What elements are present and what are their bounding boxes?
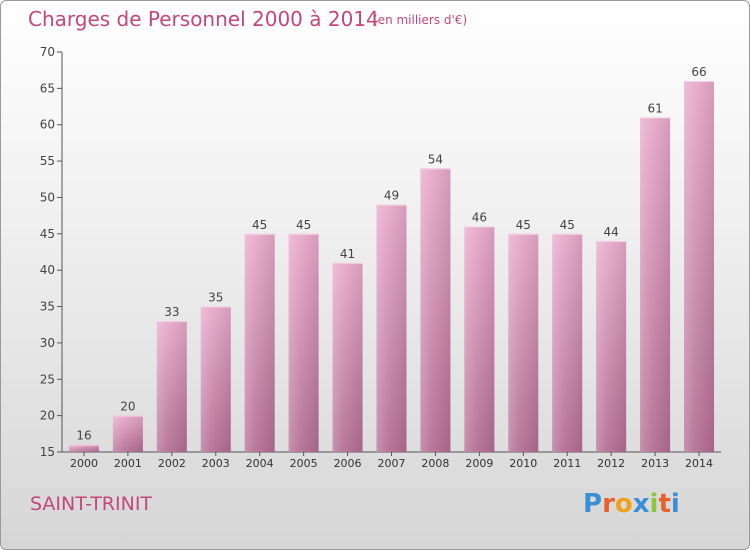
- bar-shine: [596, 241, 627, 452]
- y-tick-label: 55: [40, 154, 55, 168]
- x-tick-label: 2002: [158, 457, 186, 470]
- x-tick-label: 2006: [334, 457, 362, 470]
- x-tick-label: 2009: [465, 457, 493, 470]
- bar-shine: [156, 321, 187, 452]
- data-label: 46: [472, 211, 487, 225]
- x-tick-label: 2007: [378, 457, 406, 470]
- x-tick-label: 2001: [114, 457, 142, 470]
- logo-letter: o: [614, 489, 633, 519]
- data-label: 41: [340, 247, 355, 261]
- y-tick-label: 65: [40, 81, 55, 95]
- data-label: 45: [560, 218, 575, 232]
- x-tick-label: 2003: [202, 457, 230, 470]
- bar-shine: [508, 233, 539, 452]
- logo-letter: r: [602, 489, 615, 519]
- data-label: 66: [691, 65, 706, 79]
- bar-shine: [332, 262, 363, 452]
- y-tick-label: 60: [40, 118, 55, 132]
- y-tick-label: 25: [40, 372, 55, 386]
- bar-shine: [640, 117, 671, 453]
- data-label: 33: [164, 305, 179, 319]
- data-label: 45: [252, 218, 267, 232]
- data-label: 35: [208, 291, 223, 305]
- bar-shine: [464, 226, 495, 452]
- x-tick-label: 2013: [641, 457, 669, 470]
- bar-shine: [420, 168, 451, 452]
- x-tick-label: 2011: [553, 457, 581, 470]
- logo-letter: P: [583, 489, 603, 519]
- x-tick-label: 2000: [70, 457, 98, 470]
- x-tick-label: 2008: [421, 457, 449, 470]
- proxiti-logo[interactable]: Proxiti: [583, 489, 680, 519]
- bar-shine: [200, 306, 231, 452]
- y-tick-label: 45: [40, 227, 55, 241]
- x-tick-label: 2012: [597, 457, 625, 470]
- data-label: 61: [647, 101, 662, 115]
- chart-subtitle: (en milliers d'€): [373, 13, 468, 27]
- y-tick-label: 35: [40, 300, 55, 314]
- y-tick-label: 30: [40, 336, 55, 350]
- chart-title: Charges de Personnel 2000 à 2014: [28, 7, 379, 31]
- y-tick-label: 40: [40, 263, 55, 277]
- bar-shine: [376, 204, 407, 452]
- y-tick-label: 70: [40, 45, 55, 59]
- x-tick-label: 2014: [685, 457, 713, 470]
- x-tick-label: 2005: [290, 457, 318, 470]
- bar-shine: [288, 233, 319, 452]
- y-tick-label: 20: [40, 409, 55, 423]
- y-tick-label: 50: [40, 190, 55, 204]
- data-label: 44: [604, 225, 619, 239]
- data-label: 45: [296, 218, 311, 232]
- commune-name: SAINT-TRINIT: [30, 493, 153, 515]
- data-label: 45: [516, 218, 531, 232]
- bar-shine: [68, 444, 99, 452]
- data-label: 49: [384, 189, 399, 203]
- y-tick-label: 15: [40, 445, 55, 459]
- data-label: 54: [428, 152, 443, 166]
- logo-letter: i: [649, 489, 659, 519]
- logo-letter: i: [670, 489, 680, 519]
- bar-shine: [684, 81, 715, 452]
- bar-shine: [552, 233, 583, 452]
- data-label: 16: [76, 429, 91, 443]
- logo-letter: x: [632, 489, 650, 519]
- x-tick-label: 2004: [246, 457, 274, 470]
- bar-shine: [112, 415, 143, 452]
- data-label: 20: [120, 400, 135, 414]
- bar-shine: [244, 233, 275, 452]
- x-tick-label: 2010: [509, 457, 537, 470]
- logo-letter: t: [658, 489, 671, 519]
